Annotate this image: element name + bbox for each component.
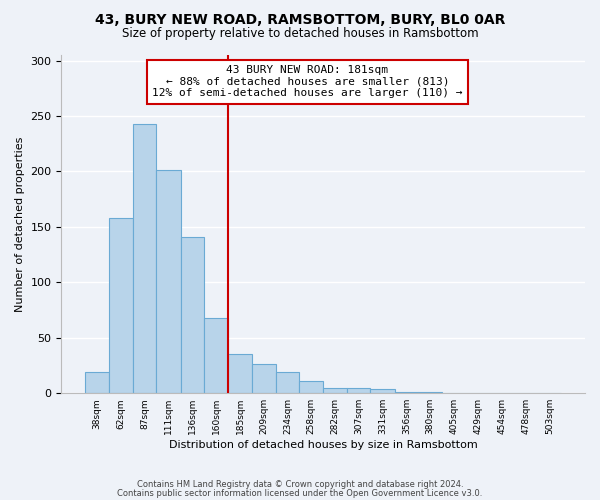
Text: Contains HM Land Registry data © Crown copyright and database right 2024.: Contains HM Land Registry data © Crown c… (137, 480, 463, 489)
Bar (370, 389, 395, 393)
Bar (228, 354, 251, 393)
Bar (109, 218, 133, 393)
Text: Contains public sector information licensed under the Open Government Licence v3: Contains public sector information licen… (118, 489, 482, 498)
Bar (156, 170, 181, 393)
Bar (251, 364, 276, 393)
Bar (299, 381, 323, 393)
Bar (347, 388, 370, 393)
Bar (323, 388, 347, 393)
Bar (204, 318, 228, 393)
Bar (85, 372, 109, 393)
Text: Size of property relative to detached houses in Ramsbottom: Size of property relative to detached ho… (122, 28, 478, 40)
Bar (418, 392, 442, 393)
Y-axis label: Number of detached properties: Number of detached properties (15, 136, 25, 312)
Text: 43, BURY NEW ROAD, RAMSBOTTOM, BURY, BL0 0AR: 43, BURY NEW ROAD, RAMSBOTTOM, BURY, BL0… (95, 12, 505, 26)
Text: 43 BURY NEW ROAD: 181sqm
← 88% of detached houses are smaller (813)
12% of semi-: 43 BURY NEW ROAD: 181sqm ← 88% of detach… (152, 65, 463, 98)
Bar (395, 392, 418, 393)
Bar (276, 372, 299, 393)
Bar (133, 124, 156, 393)
X-axis label: Distribution of detached houses by size in Ramsbottom: Distribution of detached houses by size … (169, 440, 478, 450)
Bar (181, 237, 204, 393)
